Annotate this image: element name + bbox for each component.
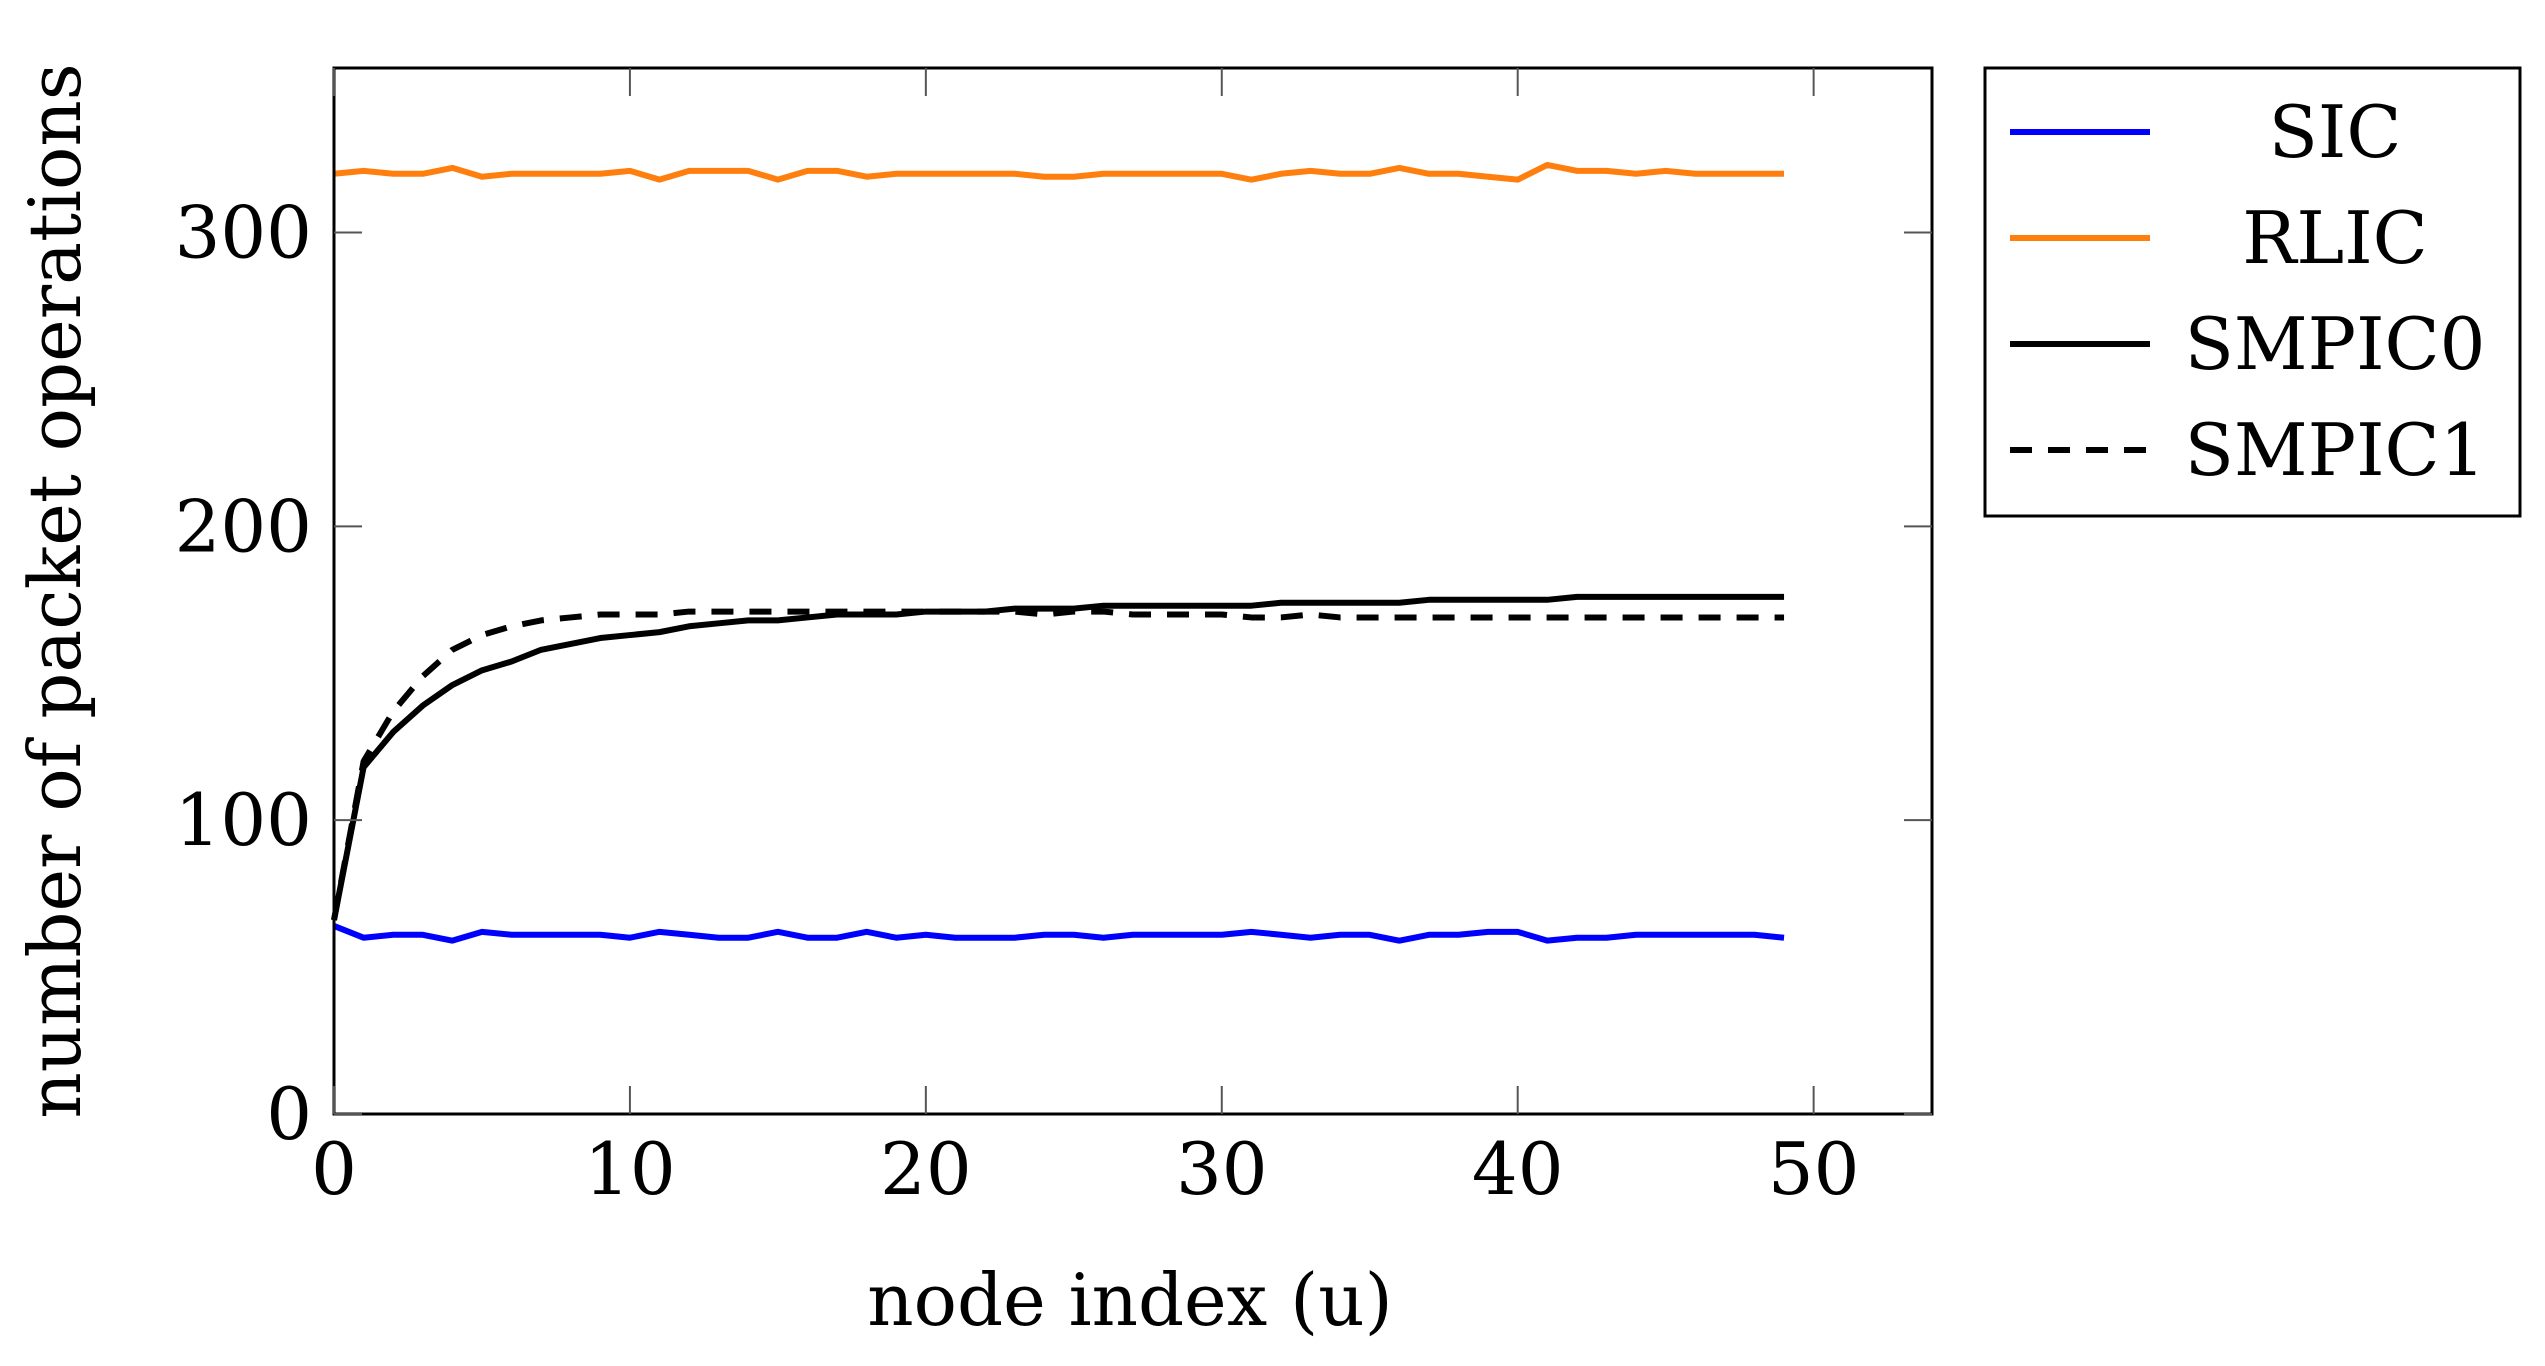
x-tick-label: 10	[584, 1127, 676, 1211]
series-layer	[331, 161, 1785, 944]
x-tick-label: 20	[880, 1127, 972, 1211]
x-tick-label: 30	[1176, 1127, 1268, 1211]
y-axis-label: number of packet operations	[13, 63, 97, 1118]
legend: SIC RLIC SMPIC0 SMPIC1	[1983, 66, 2522, 518]
y-tick-label: 300	[175, 191, 312, 275]
plot-frame	[332, 66, 1934, 1116]
legend-label: SIC	[2269, 90, 2402, 174]
series-line-sic	[332, 923, 1785, 944]
legend-label: RLIC	[2242, 196, 2428, 280]
y-tick-label: 0	[266, 1072, 312, 1156]
legend-box	[1983, 66, 2522, 518]
series-line-rlic	[333, 161, 1785, 183]
x-axis-label: node index (u)	[867, 1258, 1392, 1342]
x-tick-label: 0	[311, 1127, 357, 1211]
legend-items: SIC RLIC SMPIC0 SMPIC1	[2010, 90, 2485, 492]
series-line-smpic0	[331, 593, 1785, 921]
x-tick-label: 40	[1472, 1127, 1564, 1211]
y-tick-label: 200	[175, 484, 312, 568]
series-line-smpic1	[331, 608, 1785, 921]
y-tick-label: 100	[175, 778, 312, 862]
legend-label: SMPIC0	[2185, 302, 2486, 386]
ticks-layer: 0 10 20 30 40 50 0 100 200 300	[175, 68, 1932, 1211]
x-tick-label: 50	[1768, 1127, 1860, 1211]
legend-label: SMPIC1	[2185, 408, 2486, 492]
